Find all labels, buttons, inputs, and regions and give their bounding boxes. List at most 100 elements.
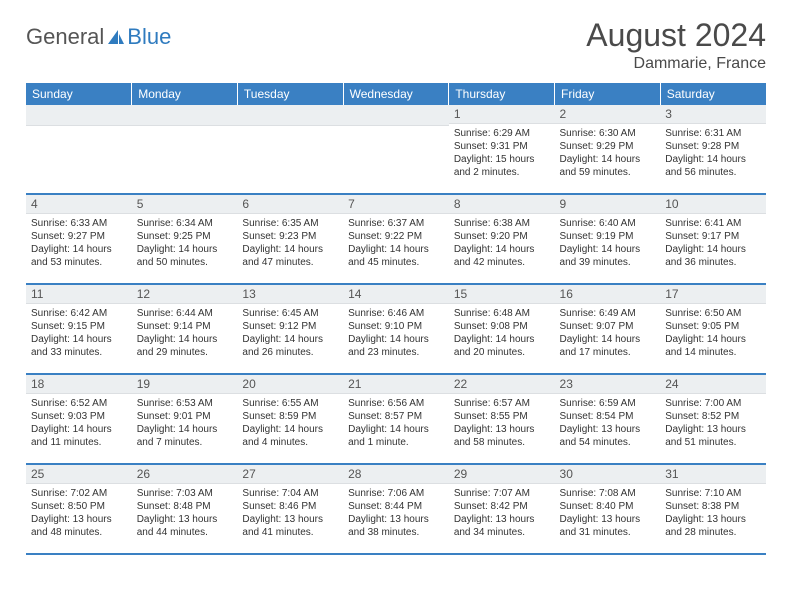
brand-text-2: Blue — [127, 24, 171, 50]
calendar-day-cell: 8Sunrise: 6:38 AMSunset: 9:20 PMDaylight… — [449, 194, 555, 284]
brand-text-1: General — [26, 24, 104, 50]
sunrise-text: Sunrise: 7:07 AM — [454, 487, 550, 500]
day-details: Sunrise: 6:56 AMSunset: 8:57 PMDaylight:… — [343, 394, 449, 452]
day-number: 20 — [237, 375, 343, 394]
day-number: 17 — [660, 285, 766, 304]
daylight-text: Daylight: 13 hours and 48 minutes. — [31, 513, 127, 539]
daylight-text: Daylight: 13 hours and 41 minutes. — [242, 513, 338, 539]
day-details: Sunrise: 6:42 AMSunset: 9:15 PMDaylight:… — [26, 304, 132, 362]
day-number: 27 — [237, 465, 343, 484]
header: General Blue August 2024 Dammarie, Franc… — [26, 18, 766, 73]
calendar-day-cell: 12Sunrise: 6:44 AMSunset: 9:14 PMDayligh… — [132, 284, 238, 374]
sunset-text: Sunset: 8:59 PM — [242, 410, 338, 423]
daylight-text: Daylight: 14 hours and 7 minutes. — [137, 423, 233, 449]
calendar-day-cell: 10Sunrise: 6:41 AMSunset: 9:17 PMDayligh… — [660, 194, 766, 284]
calendar-day-cell — [132, 105, 238, 194]
daylight-text: Daylight: 14 hours and 45 minutes. — [348, 243, 444, 269]
calendar-day-cell: 21Sunrise: 6:56 AMSunset: 8:57 PMDayligh… — [343, 374, 449, 464]
daylight-text: Daylight: 13 hours and 34 minutes. — [454, 513, 550, 539]
daylight-text: Daylight: 14 hours and 1 minute. — [348, 423, 444, 449]
day-details: Sunrise: 6:50 AMSunset: 9:05 PMDaylight:… — [660, 304, 766, 362]
weekday-header: Sunday — [26, 83, 132, 105]
day-number: 16 — [555, 285, 661, 304]
day-number-empty — [26, 105, 132, 126]
sunset-text: Sunset: 9:31 PM — [454, 140, 550, 153]
day-details: Sunrise: 6:46 AMSunset: 9:10 PMDaylight:… — [343, 304, 449, 362]
sunset-text: Sunset: 9:10 PM — [348, 320, 444, 333]
calendar-day-cell: 3Sunrise: 6:31 AMSunset: 9:28 PMDaylight… — [660, 105, 766, 194]
sunrise-text: Sunrise: 7:03 AM — [137, 487, 233, 500]
calendar-day-cell: 19Sunrise: 6:53 AMSunset: 9:01 PMDayligh… — [132, 374, 238, 464]
day-number: 8 — [449, 195, 555, 214]
sunset-text: Sunset: 8:44 PM — [348, 500, 444, 513]
calendar-day-cell: 20Sunrise: 6:55 AMSunset: 8:59 PMDayligh… — [237, 374, 343, 464]
calendar-day-cell: 14Sunrise: 6:46 AMSunset: 9:10 PMDayligh… — [343, 284, 449, 374]
sunrise-text: Sunrise: 7:04 AM — [242, 487, 338, 500]
day-details: Sunrise: 6:52 AMSunset: 9:03 PMDaylight:… — [26, 394, 132, 452]
calendar-day-cell: 24Sunrise: 7:00 AMSunset: 8:52 PMDayligh… — [660, 374, 766, 464]
day-number: 23 — [555, 375, 661, 394]
calendar-week-row: 11Sunrise: 6:42 AMSunset: 9:15 PMDayligh… — [26, 284, 766, 374]
sunrise-text: Sunrise: 6:33 AM — [31, 217, 127, 230]
day-details: Sunrise: 7:02 AMSunset: 8:50 PMDaylight:… — [26, 484, 132, 542]
day-number: 14 — [343, 285, 449, 304]
daylight-text: Daylight: 14 hours and 42 minutes. — [454, 243, 550, 269]
calendar-body: 1Sunrise: 6:29 AMSunset: 9:31 PMDaylight… — [26, 105, 766, 554]
day-details: Sunrise: 6:37 AMSunset: 9:22 PMDaylight:… — [343, 214, 449, 272]
calendar-day-cell: 11Sunrise: 6:42 AMSunset: 9:15 PMDayligh… — [26, 284, 132, 374]
sunset-text: Sunset: 9:15 PM — [31, 320, 127, 333]
day-details: Sunrise: 7:03 AMSunset: 8:48 PMDaylight:… — [132, 484, 238, 542]
calendar-week-row: 18Sunrise: 6:52 AMSunset: 9:03 PMDayligh… — [26, 374, 766, 464]
day-details: Sunrise: 6:41 AMSunset: 9:17 PMDaylight:… — [660, 214, 766, 272]
calendar-day-cell: 5Sunrise: 6:34 AMSunset: 9:25 PMDaylight… — [132, 194, 238, 284]
brand-logo: General Blue — [26, 24, 171, 50]
calendar-day-cell: 15Sunrise: 6:48 AMSunset: 9:08 PMDayligh… — [449, 284, 555, 374]
weekday-header: Thursday — [449, 83, 555, 105]
day-details: Sunrise: 6:45 AMSunset: 9:12 PMDaylight:… — [237, 304, 343, 362]
sunset-text: Sunset: 9:14 PM — [137, 320, 233, 333]
day-number: 2 — [555, 105, 661, 124]
day-details: Sunrise: 6:44 AMSunset: 9:14 PMDaylight:… — [132, 304, 238, 362]
day-number-empty — [132, 105, 238, 126]
day-number: 22 — [449, 375, 555, 394]
sunset-text: Sunset: 9:27 PM — [31, 230, 127, 243]
calendar-day-cell: 23Sunrise: 6:59 AMSunset: 8:54 PMDayligh… — [555, 374, 661, 464]
daylight-text: Daylight: 14 hours and 23 minutes. — [348, 333, 444, 359]
day-details: Sunrise: 6:38 AMSunset: 9:20 PMDaylight:… — [449, 214, 555, 272]
daylight-text: Daylight: 14 hours and 39 minutes. — [560, 243, 656, 269]
daylight-text: Daylight: 14 hours and 59 minutes. — [560, 153, 656, 179]
calendar-day-cell — [343, 105, 449, 194]
sunrise-text: Sunrise: 6:52 AM — [31, 397, 127, 410]
sunset-text: Sunset: 8:54 PM — [560, 410, 656, 423]
sunset-text: Sunset: 9:25 PM — [137, 230, 233, 243]
calendar-day-cell: 2Sunrise: 6:30 AMSunset: 9:29 PMDaylight… — [555, 105, 661, 194]
sunset-text: Sunset: 9:07 PM — [560, 320, 656, 333]
sunrise-text: Sunrise: 6:59 AM — [560, 397, 656, 410]
sunset-text: Sunset: 8:46 PM — [242, 500, 338, 513]
sunrise-text: Sunrise: 6:53 AM — [137, 397, 233, 410]
daylight-text: Daylight: 14 hours and 29 minutes. — [137, 333, 233, 359]
sunrise-text: Sunrise: 6:48 AM — [454, 307, 550, 320]
sunset-text: Sunset: 9:03 PM — [31, 410, 127, 423]
sunrise-text: Sunrise: 6:50 AM — [665, 307, 761, 320]
day-number-empty — [343, 105, 449, 126]
calendar-week-row: 1Sunrise: 6:29 AMSunset: 9:31 PMDaylight… — [26, 105, 766, 194]
daylight-text: Daylight: 14 hours and 56 minutes. — [665, 153, 761, 179]
calendar-day-cell: 18Sunrise: 6:52 AMSunset: 9:03 PMDayligh… — [26, 374, 132, 464]
day-number: 29 — [449, 465, 555, 484]
daylight-text: Daylight: 14 hours and 17 minutes. — [560, 333, 656, 359]
sunrise-text: Sunrise: 7:08 AM — [560, 487, 656, 500]
daylight-text: Daylight: 13 hours and 51 minutes. — [665, 423, 761, 449]
daylight-text: Daylight: 14 hours and 53 minutes. — [31, 243, 127, 269]
calendar-day-cell: 29Sunrise: 7:07 AMSunset: 8:42 PMDayligh… — [449, 464, 555, 554]
day-details: Sunrise: 6:35 AMSunset: 9:23 PMDaylight:… — [237, 214, 343, 272]
calendar-table: SundayMondayTuesdayWednesdayThursdayFrid… — [26, 83, 766, 555]
daylight-text: Daylight: 14 hours and 50 minutes. — [137, 243, 233, 269]
calendar-day-cell: 9Sunrise: 6:40 AMSunset: 9:19 PMDaylight… — [555, 194, 661, 284]
sunrise-text: Sunrise: 7:00 AM — [665, 397, 761, 410]
calendar-day-cell: 4Sunrise: 6:33 AMSunset: 9:27 PMDaylight… — [26, 194, 132, 284]
calendar-day-cell: 30Sunrise: 7:08 AMSunset: 8:40 PMDayligh… — [555, 464, 661, 554]
daylight-text: Daylight: 14 hours and 4 minutes. — [242, 423, 338, 449]
calendar-day-cell: 26Sunrise: 7:03 AMSunset: 8:48 PMDayligh… — [132, 464, 238, 554]
calendar-day-cell: 27 Sunrise: 7:04 AMSunset: 8:46 PMDayligh… — [237, 464, 343, 554]
